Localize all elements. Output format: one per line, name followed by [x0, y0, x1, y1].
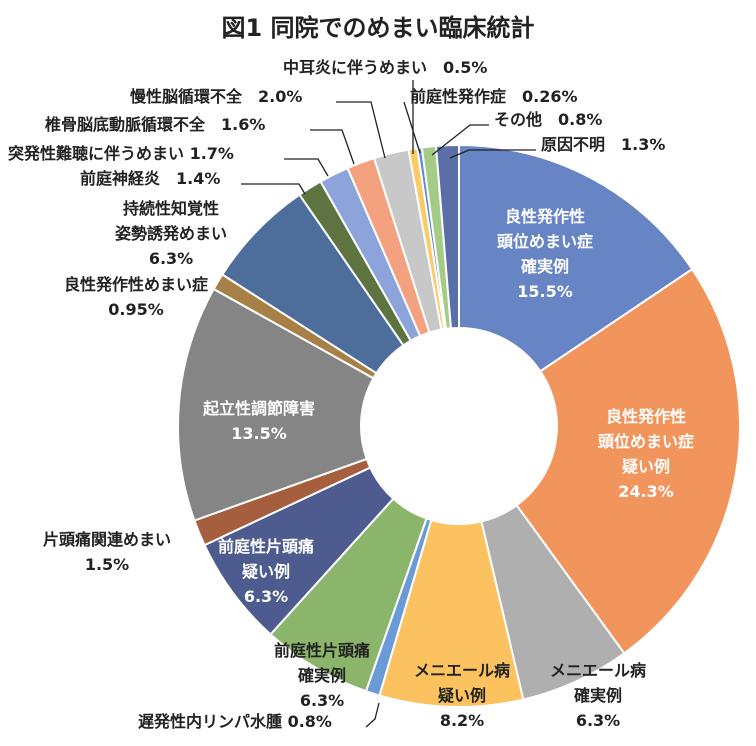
leader-line-13 — [310, 129, 355, 165]
leader-line-14 — [336, 101, 386, 159]
slice-label-10-line-1: 姿勢誘発めまい — [115, 224, 227, 243]
slice-label-0-line-1: 頭位めまい症 — [497, 232, 593, 251]
slice-label-2-line-1: 確実例 — [574, 686, 622, 705]
slice-label-11: 前庭神経炎 1.4% — [80, 169, 220, 188]
slice-label-6-line-0: 前庭性片頭痛 — [218, 537, 314, 556]
leader-line-17 — [431, 124, 489, 156]
slice-label-18: 原因不明 1.3% — [541, 135, 665, 154]
slice-label-16-line-0: 前庭性発作症 0.26% — [410, 87, 578, 106]
slice-label-3-line-0: メニエール病 — [414, 661, 510, 680]
slice-label-6-line-2: 6.3% — [244, 587, 288, 606]
slice-label-10-line-2: 6.3% — [149, 249, 193, 268]
slice-label-7-line-0: 片頭痛関連めまい — [43, 530, 171, 549]
slice-label-10-line-0: 持続性知覚性 — [123, 199, 219, 218]
slice-label-5-line-1: 確実例 — [298, 666, 346, 685]
slice-label-3: メニエール病疑い例 8.2% — [414, 661, 510, 730]
slice-labels: 良性発作性頭位めまい症確実例 15.5%良性発作性頭位めまい症疑い例 24.3%メニ… — [8, 58, 694, 731]
slice-label-7: 片頭痛関連めまい 1.5% — [43, 530, 171, 574]
slice-label-12-line-0: 突発性難聴に伴うめまい 1.7% — [8, 144, 234, 163]
slice-label-9-line-0: 良性発作性めまい症 — [64, 275, 208, 294]
slice-8 — [177, 287, 375, 522]
slice-label-13-line-0: 椎骨脳底動脈循環不全 1.6% — [45, 115, 265, 134]
slice-label-1-line-3: 24.3% — [618, 482, 674, 501]
slice-label-1-line-2: 疑い例 — [622, 457, 670, 476]
slice-label-14-line-0: 慢性脳循環不全 2.0% — [130, 87, 302, 106]
slice-label-7-line-1: 1.5% — [85, 555, 129, 574]
leader-line-12 — [284, 158, 329, 177]
slice-label-10: 持続性知覚性姿勢誘発めまい 6.3% — [115, 199, 227, 268]
slice-label-13: 椎骨脳底動脈循環不全 1.6% — [45, 115, 265, 134]
slice-0 — [458, 143, 694, 373]
leader-line-16 — [403, 101, 421, 154]
slice-label-0: 良性発作性頭位めまい症確実例 15.5% — [497, 207, 593, 301]
slice-label-0-line-3: 15.5% — [517, 282, 573, 301]
slice-label-17-line-0: その他 0.8% — [494, 110, 602, 129]
slice-label-2: メニエール病確実例 6.3% — [550, 661, 646, 730]
slice-label-5: 前庭性片頭痛確実例 6.3% — [274, 641, 370, 710]
slice-label-0-line-0: 良性発作性 — [505, 207, 585, 226]
slice-label-8-line-0: 起立性調節障害 — [202, 399, 315, 418]
slice-label-11-line-0: 前庭神経炎 1.4% — [80, 169, 220, 188]
leader-line-11 — [241, 183, 306, 195]
slice-label-8-line-1: 13.5% — [231, 424, 287, 443]
slice-label-8: 起立性調節障害 13.5% — [202, 399, 315, 443]
slice-label-1-line-1: 頭位めまい症 — [598, 432, 694, 451]
chart-title: 図1 同院でのめまい臨床統計 — [221, 14, 535, 42]
slices — [177, 143, 741, 708]
slice-label-1-line-0: 良性発作性 — [606, 407, 686, 426]
slice-label-4: 遅発性内リンパ水腫 0.8% — [138, 712, 332, 731]
leader-lines — [241, 80, 536, 728]
slice-label-2-line-0: メニエール病 — [550, 661, 646, 680]
slice-label-14: 慢性脳循環不全 2.0% — [130, 87, 302, 106]
slice-label-0-line-2: 確実例 — [521, 257, 569, 276]
slice-label-3-line-1: 疑い例 — [438, 686, 486, 705]
slice-label-1: 良性発作性頭位めまい症疑い例 24.3% — [598, 407, 694, 501]
slice-label-5-line-2: 6.3% — [300, 691, 344, 710]
slice-label-9: 良性発作性めまい症 0.95% — [64, 275, 208, 319]
leader-line-18 — [449, 149, 536, 159]
slice-label-15: 中耳炎に伴うめまい 0.5% — [283, 58, 487, 77]
slice-label-6-line-1: 疑い例 — [242, 562, 290, 581]
slice-label-12: 突発性難聴に伴うめまい 1.7% — [8, 144, 234, 163]
slice-label-6: 前庭性片頭痛疑い例 6.3% — [218, 537, 314, 606]
slice-1 — [515, 267, 741, 655]
slice-label-4-line-0: 遅発性内リンパ水腫 0.8% — [138, 712, 332, 731]
slice-label-17: その他 0.8% — [494, 110, 602, 129]
slice-label-9-line-1: 0.95% — [108, 300, 164, 319]
slice-label-3-line-2: 8.2% — [440, 711, 484, 730]
leader-line-4 — [365, 702, 380, 728]
slice-label-5-line-0: 前庭性片頭痛 — [274, 641, 370, 660]
slice-label-18-line-0: 原因不明 1.3% — [541, 135, 665, 154]
slice-label-2-line-2: 6.3% — [576, 711, 620, 730]
slice-label-15-line-0: 中耳炎に伴うめまい 0.5% — [283, 58, 487, 77]
slice-label-16: 前庭性発作症 0.26% — [410, 87, 578, 106]
